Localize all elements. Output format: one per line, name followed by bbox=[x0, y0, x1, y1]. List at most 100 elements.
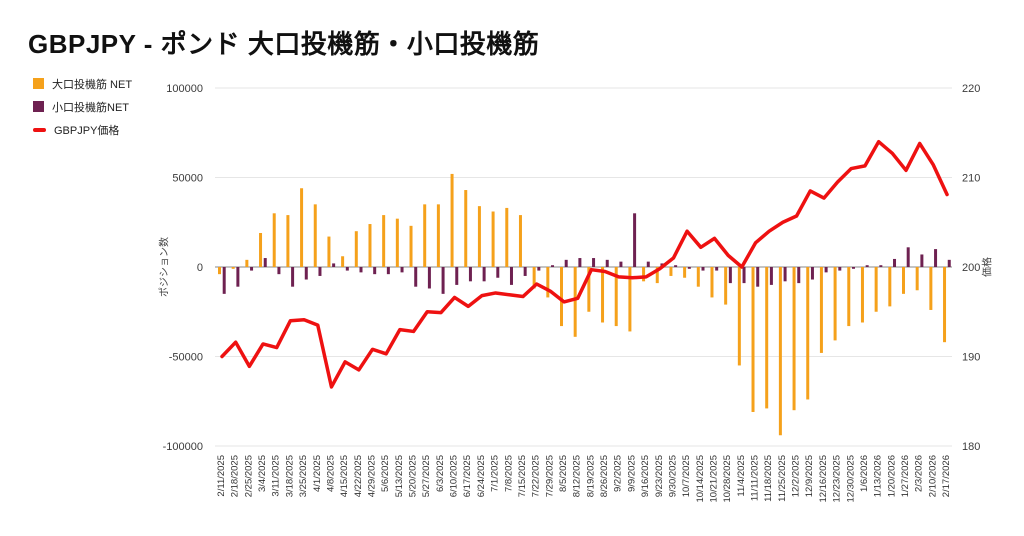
bar-large-net-4/1/2025 bbox=[313, 204, 317, 267]
x-axis-label: 7/8/2025 bbox=[503, 455, 514, 492]
bar-large-net-8/19/2025 bbox=[587, 267, 591, 312]
bar-large-net-5/6/2025 bbox=[382, 215, 386, 267]
bar-small-net-10/14/2025 bbox=[701, 267, 705, 271]
bar-large-net-8/12/2025 bbox=[573, 267, 577, 337]
legend-item-small-net: 小口投機筋NET bbox=[33, 95, 132, 118]
x-axis-label: 7/22/2025 bbox=[531, 455, 542, 497]
bar-small-net-8/26/2025 bbox=[605, 259, 609, 267]
bar-large-net-10/28/2025 bbox=[724, 267, 728, 305]
bar-small-net-2/17/2026 bbox=[947, 259, 951, 267]
bar-large-net-3/18/2025 bbox=[286, 215, 290, 267]
x-axis-label: 2/3/2026 bbox=[914, 455, 925, 492]
x-axis-label: 11/11/2025 bbox=[750, 455, 761, 501]
bar-large-net-11/11/2025 bbox=[751, 267, 755, 412]
bar-small-net-4/1/2025 bbox=[318, 267, 322, 276]
bar-large-net-6/24/2025 bbox=[477, 206, 481, 267]
bar-small-net-11/11/2025 bbox=[756, 267, 760, 287]
large-net-swatch-icon bbox=[33, 78, 44, 89]
bar-large-net-9/9/2025 bbox=[628, 267, 632, 332]
bar-small-net-12/2/2025 bbox=[797, 267, 801, 284]
x-axis-label: 9/9/2025 bbox=[626, 455, 637, 492]
bar-small-net-3/18/2025 bbox=[291, 267, 295, 287]
x-axis-label: 3/4/2025 bbox=[257, 455, 268, 492]
bar-small-net-4/8/2025 bbox=[332, 263, 336, 267]
bar-large-net-1/20/2026 bbox=[888, 267, 892, 307]
bar-large-net-1/27/2026 bbox=[902, 267, 905, 294]
small-net-swatch-icon bbox=[33, 101, 44, 112]
x-axis-label: 2/11/2025 bbox=[216, 455, 227, 497]
x-axis-label: 11/25/2025 bbox=[777, 455, 788, 502]
bar-small-net-5/27/2025 bbox=[427, 267, 431, 289]
x-axis-label: 2/10/2026 bbox=[927, 455, 938, 497]
right-axis-tick-label: 200 bbox=[962, 262, 980, 274]
bar-small-net-2/25/2025 bbox=[250, 267, 254, 271]
bar-small-net-1/6/2026 bbox=[865, 265, 869, 267]
bar-small-net-5/6/2025 bbox=[386, 267, 390, 275]
x-axis-label: 7/1/2025 bbox=[490, 455, 501, 492]
x-axis-label: 3/18/2025 bbox=[284, 455, 295, 497]
x-axis-label: 2/18/2025 bbox=[230, 455, 241, 497]
x-axis-label: 6/24/2025 bbox=[476, 455, 487, 497]
x-axis-label: 1/27/2026 bbox=[900, 455, 911, 497]
bar-large-net-4/22/2025 bbox=[354, 231, 358, 267]
bar-small-net-6/10/2025 bbox=[455, 267, 459, 285]
bar-large-net-2/3/2026 bbox=[915, 267, 919, 291]
bar-large-net-12/9/2025 bbox=[806, 267, 810, 400]
bar-small-net-9/2/2025 bbox=[619, 261, 623, 267]
bar-large-net-9/23/2025 bbox=[655, 267, 659, 284]
legend-item-large-net: 大口投機筋 NET bbox=[33, 72, 132, 95]
bar-large-net-9/2/2025 bbox=[614, 267, 618, 327]
bar-small-net-10/21/2025 bbox=[715, 267, 719, 271]
x-axis-label: 5/27/2025 bbox=[421, 455, 432, 497]
legend-label-small-net: 小口投機筋NET bbox=[52, 101, 129, 114]
x-axis-label: 1/6/2026 bbox=[859, 455, 870, 492]
x-axis-label: 9/30/2025 bbox=[667, 455, 678, 497]
x-axis-label: 12/23/2025 bbox=[832, 455, 843, 503]
bar-large-net-1/13/2026 bbox=[874, 267, 878, 312]
x-axis-label: 4/8/2025 bbox=[325, 455, 336, 492]
x-axis-label: 10/14/2025 bbox=[695, 455, 706, 503]
bar-small-net-12/9/2025 bbox=[810, 267, 814, 280]
x-axis-label: 4/1/2025 bbox=[312, 455, 323, 492]
bar-large-net-5/13/2025 bbox=[395, 218, 399, 267]
bar-small-net-4/22/2025 bbox=[359, 267, 363, 273]
x-axis-label: 9/23/2025 bbox=[654, 455, 665, 497]
bar-large-net-5/27/2025 bbox=[423, 204, 427, 267]
bar-small-net-1/27/2026 bbox=[906, 247, 910, 267]
bar-large-net-6/3/2025 bbox=[436, 204, 440, 267]
price-line bbox=[220, 139, 949, 389]
bar-small-net-5/20/2025 bbox=[414, 267, 418, 287]
price-line-swatch-icon bbox=[33, 127, 46, 132]
x-axis-label: 6/17/2025 bbox=[462, 455, 473, 497]
bar-large-net-7/8/2025 bbox=[505, 207, 509, 267]
x-axis-label: 7/29/2025 bbox=[544, 455, 555, 497]
bar-large-net-7/1/2025 bbox=[491, 211, 495, 267]
bar-large-net-7/29/2025 bbox=[546, 267, 550, 298]
bar-small-net-12/23/2025 bbox=[838, 267, 842, 271]
bar-large-net-7/15/2025 bbox=[518, 215, 522, 267]
x-axis-label: 12/16/2025 bbox=[818, 455, 829, 503]
bar-small-net-10/7/2025 bbox=[687, 267, 691, 269]
x-axis-label: 11/4/2025 bbox=[736, 455, 747, 497]
bar-large-net-2/11/2025 bbox=[218, 267, 221, 275]
bar-small-net-6/24/2025 bbox=[482, 267, 486, 282]
x-axis-label: 12/9/2025 bbox=[804, 455, 815, 497]
bar-large-net-2/18/2025 bbox=[231, 267, 235, 269]
bar-large-net-9/16/2025 bbox=[642, 267, 646, 282]
legend-label-price: GBPJPY価格 bbox=[54, 124, 120, 137]
bar-small-net-1/13/2026 bbox=[879, 265, 883, 267]
x-axis-label: 12/2/2025 bbox=[791, 455, 802, 497]
bar-small-net-11/4/2025 bbox=[742, 267, 746, 284]
bar-small-net-9/9/2025 bbox=[633, 213, 637, 267]
bar-large-net-3/25/2025 bbox=[300, 188, 304, 267]
bar-small-net-7/1/2025 bbox=[496, 267, 500, 278]
bar-large-net-2/17/2026 bbox=[943, 267, 947, 343]
bar-large-net-2/10/2026 bbox=[929, 267, 933, 310]
x-axis-label: 3/25/2025 bbox=[298, 455, 309, 497]
x-axis-label: 9/16/2025 bbox=[640, 455, 651, 497]
chart-title: GBPJPY - ポンド 大口投機筋・小口投機筋 bbox=[28, 29, 540, 59]
bar-large-net-12/2/2025 bbox=[792, 267, 796, 411]
right-axis-tick-label: 210 bbox=[962, 173, 980, 185]
bar-small-net-6/17/2025 bbox=[468, 267, 472, 282]
